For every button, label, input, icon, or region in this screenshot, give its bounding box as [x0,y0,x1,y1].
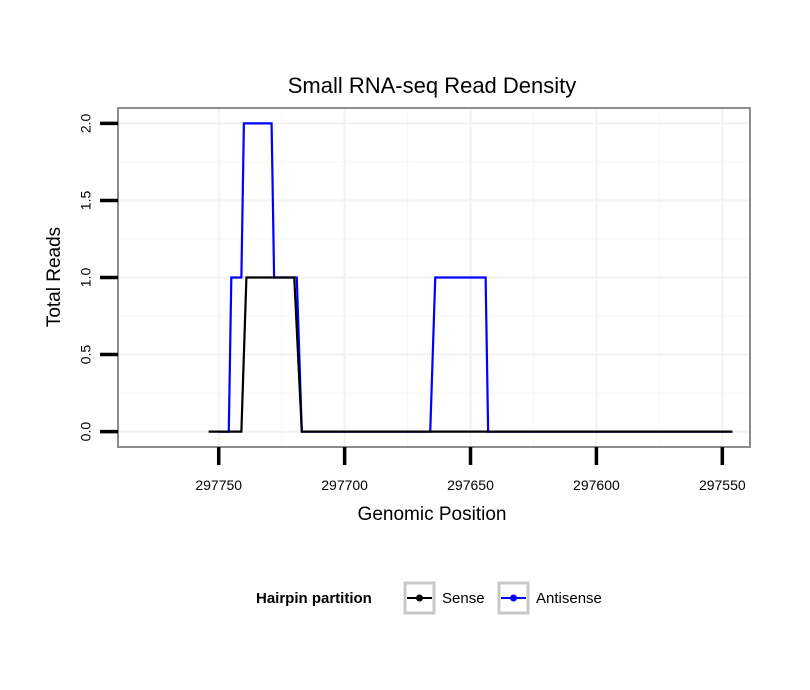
y-tick-labels: 0.0 0.5 1.0 1.5 2.0 [78,113,94,441]
y-tick-label: 0.0 [78,422,94,442]
legend-label-antisense: Antisense [536,590,602,607]
x-tick-label: 297550 [699,477,746,493]
x-tick-labels: 297750 297700 297650 297600 297550 [195,477,746,493]
y-tick-label: 1.5 [78,191,94,211]
legend-title: Hairpin partition [256,590,372,607]
legend-label-sense: Sense [442,590,485,607]
axis-ticks [100,121,725,465]
x-tick-label: 297650 [447,477,494,493]
legend: Hairpin partition Sense Antisense [256,581,602,615]
legend-point-antisense [510,594,517,602]
y-tick-label: 1.0 [78,268,94,288]
x-axis-title: Genomic Position [358,504,507,525]
y-tick-label: 0.5 [78,345,94,365]
y-tick-label: 2.0 [78,113,94,133]
x-tick-label: 297700 [321,477,368,493]
legend-point-sense [416,594,423,602]
x-tick-label: 297750 [195,477,242,493]
chart-title: Small RNA-seq Read Density [288,73,577,98]
y-axis-title: Total Reads [44,227,65,327]
series-lines [208,122,733,433]
series-line-sense [208,276,733,433]
x-tick-label: 297600 [573,477,620,493]
